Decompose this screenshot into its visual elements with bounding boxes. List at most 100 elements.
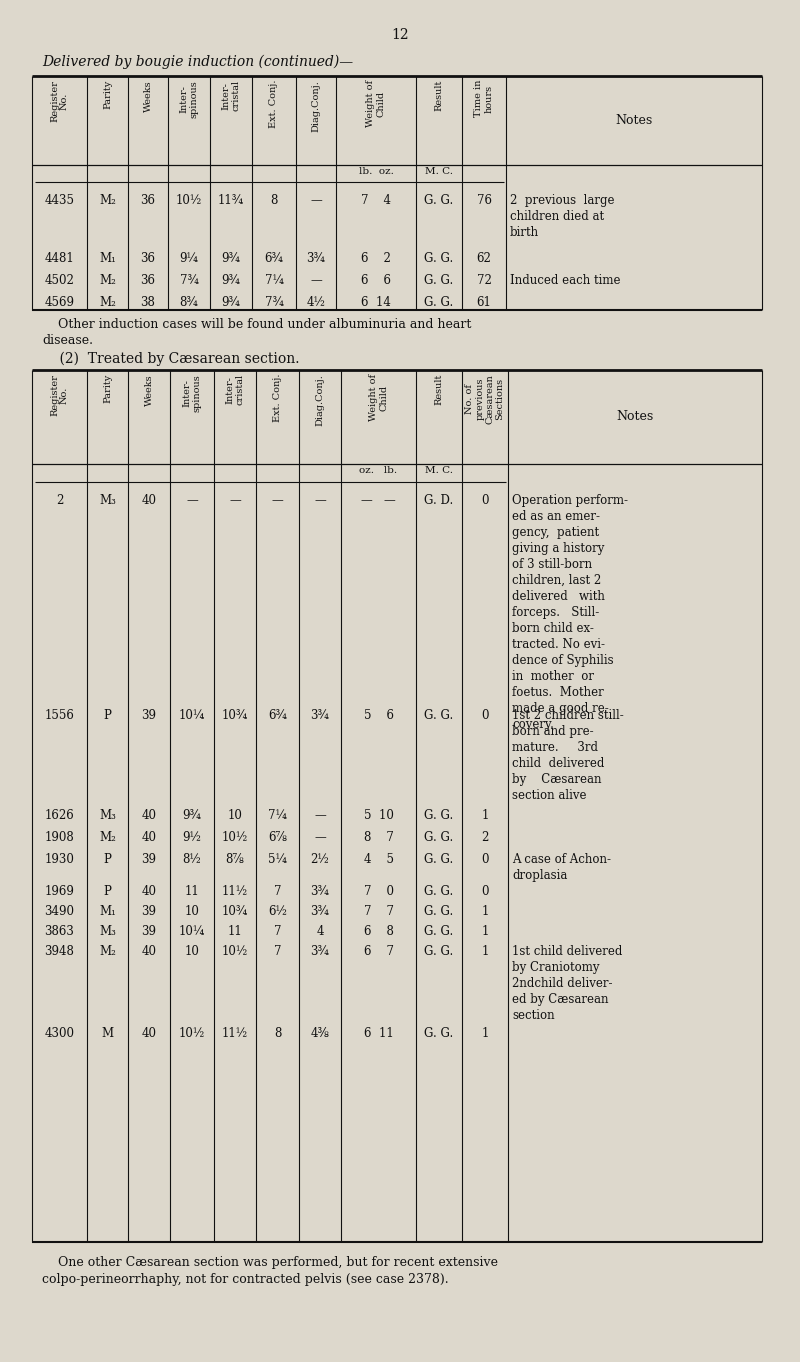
Text: M₂: M₂ (99, 945, 116, 957)
Text: G. G.: G. G. (424, 831, 454, 844)
Text: G. G.: G. G. (424, 193, 454, 207)
Text: 36: 36 (141, 252, 155, 266)
Text: Inter-
cristal: Inter- cristal (226, 375, 245, 405)
Text: 1: 1 (482, 1027, 489, 1041)
Text: 40: 40 (142, 885, 157, 898)
Text: 0: 0 (482, 494, 489, 507)
Text: M₃: M₃ (99, 809, 116, 823)
Text: 10¼: 10¼ (179, 710, 205, 722)
Text: 6    8: 6 8 (363, 925, 394, 938)
Text: 5    6: 5 6 (363, 710, 394, 722)
Text: Notes: Notes (615, 114, 653, 127)
Text: Inter-
cristal: Inter- cristal (222, 80, 241, 112)
Text: Parity: Parity (103, 80, 112, 109)
Text: Weeks: Weeks (143, 80, 153, 112)
Text: 2: 2 (56, 494, 63, 507)
Text: 9¾: 9¾ (222, 274, 241, 287)
Text: 1908: 1908 (45, 831, 74, 844)
Text: 3¾: 3¾ (310, 710, 330, 722)
Text: 3490: 3490 (45, 904, 74, 918)
Text: 1st child delivered
by Craniotomy
2ndchild deliver-
ed by Cæsarean
section: 1st child delivered by Craniotomy 2ndchi… (512, 945, 622, 1022)
Text: 0: 0 (482, 853, 489, 866)
Text: 7¾: 7¾ (265, 296, 283, 309)
Text: —: — (186, 494, 198, 507)
Text: 11½: 11½ (222, 1027, 248, 1041)
Text: Result: Result (434, 80, 443, 112)
Text: M₁: M₁ (99, 252, 116, 266)
Text: 1: 1 (482, 904, 489, 918)
Text: 7    4: 7 4 (361, 193, 391, 207)
Text: 10: 10 (185, 904, 199, 918)
Text: Inter-
spinous: Inter- spinous (182, 375, 202, 411)
Text: 6½: 6½ (268, 904, 287, 918)
Text: 7¼: 7¼ (265, 274, 283, 287)
Text: 4569: 4569 (45, 296, 74, 309)
Text: 6  14: 6 14 (361, 296, 391, 309)
Text: 2  previous  large
children died at
birth: 2 previous large children died at birth (510, 193, 614, 238)
Text: —   —: — — (361, 494, 396, 507)
Text: —: — (310, 193, 322, 207)
Text: 4⅜: 4⅜ (310, 1027, 330, 1041)
Text: M. C.: M. C. (425, 466, 453, 475)
Text: 40: 40 (142, 494, 157, 507)
Text: 1969: 1969 (45, 885, 74, 898)
Text: 1: 1 (482, 945, 489, 957)
Text: 8¾: 8¾ (180, 296, 198, 309)
Text: 10½: 10½ (222, 945, 248, 957)
Text: 11: 11 (185, 885, 199, 898)
Text: 7: 7 (274, 885, 282, 898)
Text: 61: 61 (477, 296, 491, 309)
Text: Diag.Conj.: Diag.Conj. (315, 375, 325, 426)
Text: 1626: 1626 (45, 809, 74, 823)
Text: 7    0: 7 0 (363, 885, 394, 898)
Text: Weeks: Weeks (145, 375, 154, 406)
Text: 11¾: 11¾ (218, 193, 244, 207)
Text: 7¾: 7¾ (179, 274, 198, 287)
Text: 1556: 1556 (45, 710, 74, 722)
Text: 6¾: 6¾ (265, 252, 283, 266)
Text: M₃: M₃ (99, 925, 116, 938)
Text: 3¾: 3¾ (306, 252, 326, 266)
Text: M: M (102, 1027, 114, 1041)
Text: —: — (314, 831, 326, 844)
Text: Diag.Conj.: Diag.Conj. (311, 80, 321, 132)
Text: 36: 36 (141, 193, 155, 207)
Text: 4502: 4502 (45, 274, 74, 287)
Text: 4300: 4300 (45, 1027, 74, 1041)
Text: M₂: M₂ (99, 831, 116, 844)
Text: 0: 0 (482, 885, 489, 898)
Text: M. C.: M. C. (425, 168, 453, 176)
Text: 7¼: 7¼ (268, 809, 287, 823)
Text: 0: 0 (482, 710, 489, 722)
Text: G. G.: G. G. (424, 945, 454, 957)
Text: 7: 7 (274, 925, 282, 938)
Text: One other Cæsarean section was performed, but for recent extensive
colpo-perineo: One other Cæsarean section was performed… (42, 1256, 498, 1286)
Text: Other induction cases will be found under albuminuria and heart
disease.: Other induction cases will be found unde… (42, 317, 471, 347)
Text: G. D.: G. D. (424, 494, 454, 507)
Text: 10¾: 10¾ (222, 710, 248, 722)
Text: 39: 39 (142, 925, 157, 938)
Text: —: — (272, 494, 283, 507)
Text: M₂: M₂ (99, 193, 116, 207)
Text: G. G.: G. G. (424, 904, 454, 918)
Text: G. G.: G. G. (424, 252, 454, 266)
Text: No. of
previous
Cæsarean
Sections: No. of previous Cæsarean Sections (466, 375, 505, 424)
Text: 10½: 10½ (179, 1027, 205, 1041)
Text: G. G.: G. G. (424, 885, 454, 898)
Text: 11: 11 (228, 925, 242, 938)
Text: Inter-
spinous: Inter- spinous (179, 80, 198, 117)
Text: 36: 36 (141, 274, 155, 287)
Text: Time in
hours: Time in hours (474, 80, 494, 117)
Text: Induced each time: Induced each time (510, 274, 621, 287)
Text: Ext. Conj.: Ext. Conj. (270, 80, 278, 128)
Text: 72: 72 (477, 274, 491, 287)
Text: 4481: 4481 (45, 252, 74, 266)
Text: 10: 10 (185, 945, 199, 957)
Text: 8: 8 (270, 193, 278, 207)
Text: 10½: 10½ (176, 193, 202, 207)
Text: 5  10: 5 10 (363, 809, 394, 823)
Text: Register
No.: Register No. (50, 375, 69, 415)
Text: 10¼: 10¼ (179, 925, 205, 938)
Text: 6    2: 6 2 (361, 252, 391, 266)
Text: 7    7: 7 7 (363, 904, 394, 918)
